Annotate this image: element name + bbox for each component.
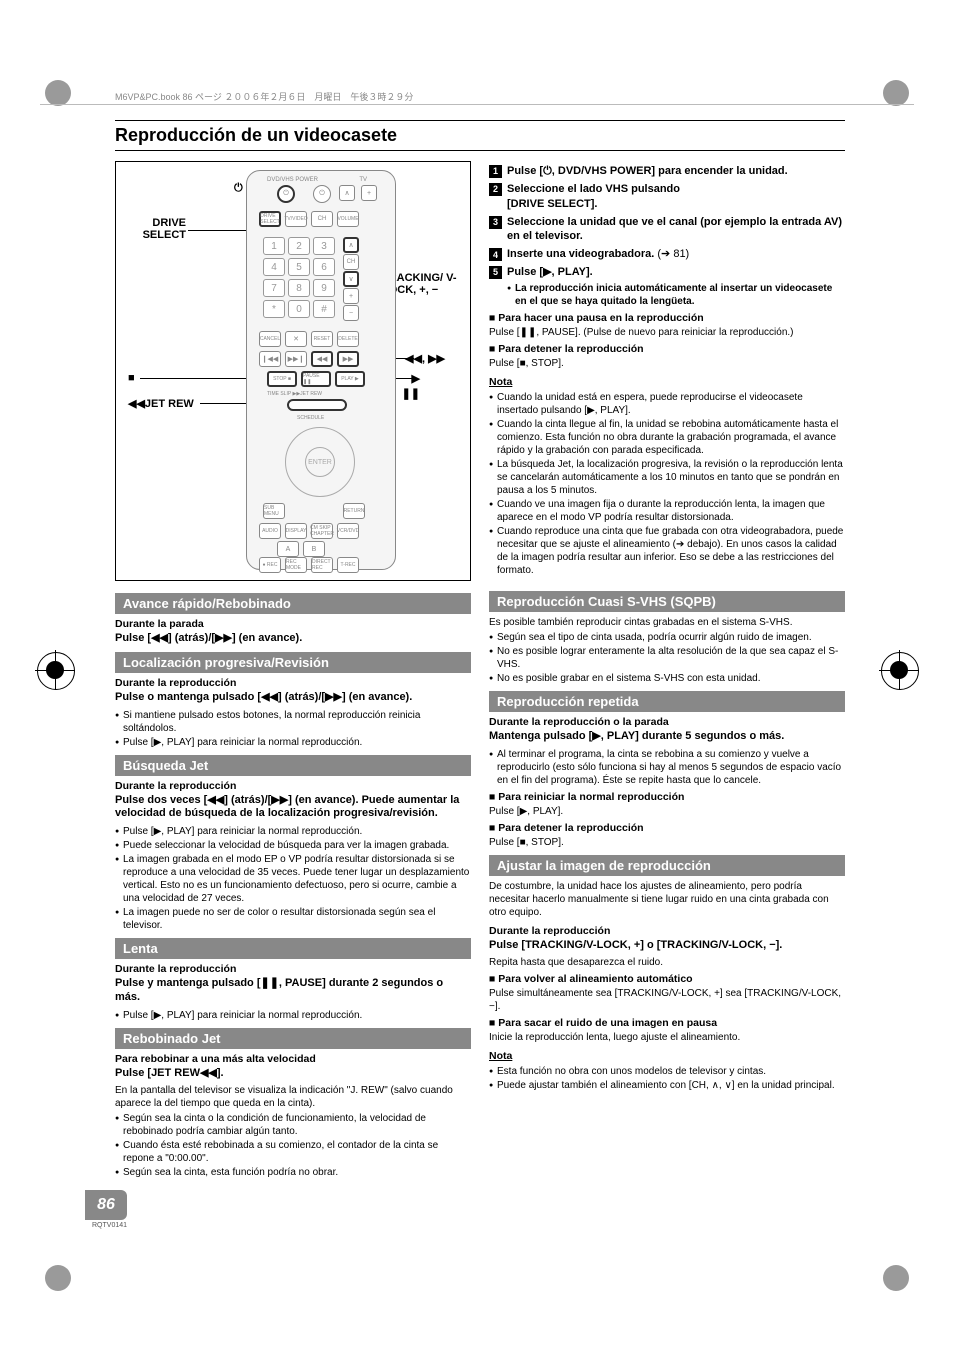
crop-circle-tl	[45, 80, 71, 106]
section-localizacion: Localización progresiva/Revisión	[115, 652, 471, 673]
remote-body: DVD/VHS POWER TV ⏻ ⏻ ∧ + DRIVE SELECT TV…	[246, 170, 396, 570]
crop-circle-tr	[883, 80, 909, 106]
label-jet-rew: ◀◀JET REW	[128, 397, 194, 410]
crop-circle-bl	[45, 1265, 71, 1291]
remote-diagram: ⏻ DRIVE SELECT TRACKING/ V-LOCK, +, − ◀◀…	[115, 161, 471, 581]
page-title: Reproducción de un videocasete	[115, 125, 845, 146]
registration-mark-left	[35, 650, 75, 690]
step-list: 1Pulse [⏻, DVD/VHS POWER] para encender …	[489, 164, 845, 308]
registration-mark-right	[879, 650, 919, 690]
power-button: ⏻	[277, 185, 295, 203]
section-busqueda-jet: Búsqueda Jet	[115, 755, 471, 776]
section-avance: Avance rápido/Rebobinado	[115, 593, 471, 614]
left-column: ⏻ DRIVE SELECT TRACKING/ V-LOCK, +, − ◀◀…	[115, 161, 471, 1180]
section-lenta: Lenta	[115, 938, 471, 959]
page-number: 86	[85, 1190, 127, 1220]
folio-line	[40, 104, 914, 105]
section-ajustar: Ajustar la imagen de reproducción	[489, 855, 845, 876]
label-drive-select: DRIVE SELECT	[126, 217, 186, 241]
label-pause: ❚❚	[402, 387, 420, 400]
section-reproduccion-repetida: Reproducción repetida	[489, 691, 845, 712]
power-icon: ⏻	[234, 182, 243, 195]
crop-circle-br	[883, 1265, 909, 1291]
right-column: 1Pulse [⏻, DVD/VHS POWER] para encender …	[489, 161, 845, 1180]
page-content: Reproducción de un videocasete ⏻ DRIVE S…	[115, 120, 845, 1180]
label-stop: ■	[128, 372, 135, 384]
section-svhs: Reproducción Cuasi S-VHS (SQPB)	[489, 591, 845, 612]
section-rebobinado-jet: Rebobinado Jet	[115, 1028, 471, 1049]
folio-text: M6VP&PC.book 86 ページ ２００６年２月６日 月曜日 午後３時２９…	[115, 90, 413, 103]
dpad: ENTER	[285, 427, 355, 497]
title-bar: Reproducción de un videocasete	[115, 120, 845, 151]
rqtv-code: RQTV0141	[92, 1222, 127, 1229]
